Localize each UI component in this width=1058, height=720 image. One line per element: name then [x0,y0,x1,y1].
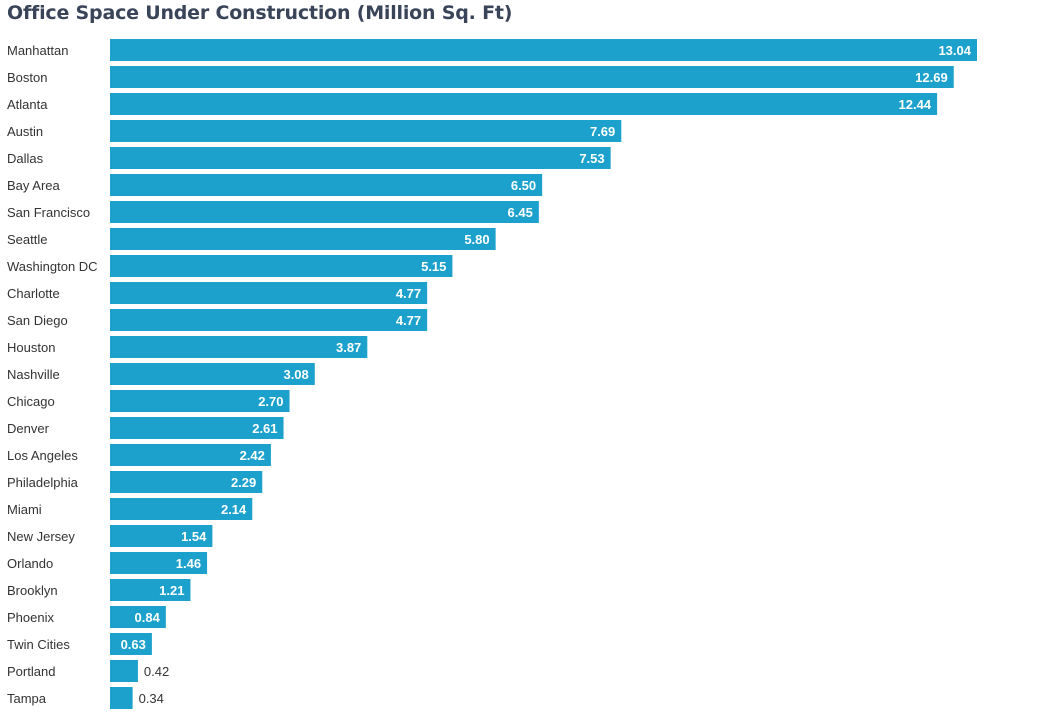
bar [110,390,290,412]
data-label: 6.45 [508,205,533,220]
bar [110,687,133,709]
bar [110,606,166,628]
category-label: Nashville [7,367,60,382]
data-label: 12.69 [915,70,948,85]
data-label: 3.08 [283,367,308,382]
data-label: 2.70 [258,394,283,409]
data-label: 3.87 [336,340,361,355]
category-label: Chicago [7,394,55,409]
bar [110,66,954,88]
category-label: Washington DC [7,259,98,274]
data-label: 0.63 [121,637,146,652]
bar [110,228,496,250]
bar [110,255,453,277]
category-label: Brooklyn [7,583,58,598]
category-label: New Jersey [7,529,75,544]
data-label: 5.15 [421,259,446,274]
bar [110,579,191,601]
data-label: 6.50 [511,178,536,193]
category-label: Manhattan [7,43,68,58]
bar [110,660,138,682]
bar [110,120,622,142]
data-label: 13.04 [938,43,971,58]
category-label: Tampa [7,691,47,706]
category-label: Phoenix [7,610,54,625]
category-label: Orlando [7,556,53,571]
data-label: 12.44 [899,97,932,112]
data-label: 0.34 [139,691,164,706]
category-label: Portland [7,664,55,679]
bar [110,525,213,547]
bar [110,363,315,385]
data-label: 1.46 [176,556,201,571]
data-label: 4.77 [396,313,421,328]
data-label: 5.80 [464,232,489,247]
bar [110,471,263,493]
category-label: Los Angeles [7,448,78,463]
bar [110,633,152,655]
category-label: Seattle [7,232,47,247]
data-label: 2.61 [252,421,277,436]
data-label: 2.14 [221,502,247,517]
bar [110,147,611,169]
bar [110,93,938,115]
bar [110,282,428,304]
category-label: Austin [7,124,43,139]
bar [110,336,368,358]
bar [110,552,208,574]
data-label: 4.77 [396,286,421,301]
data-label: 2.42 [240,448,265,463]
category-label: Miami [7,502,42,517]
category-label: Atlanta [7,97,48,112]
category-label: Bay Area [7,178,61,193]
data-label: 7.53 [579,151,604,166]
category-label: San Diego [7,313,68,328]
data-label: 0.42 [144,664,169,679]
data-label: 7.69 [590,124,615,139]
bar [110,201,539,223]
bar [110,39,977,61]
category-label: Boston [7,70,47,85]
data-label: 1.54 [181,529,207,544]
category-label: Charlotte [7,286,60,301]
chart-title: Office Space Under Construction (Million… [7,2,513,24]
bar [110,498,253,520]
bar [110,174,543,196]
category-label: Dallas [7,151,44,166]
category-label: San Francisco [7,205,90,220]
category-label: Philadelphia [7,475,79,490]
bar [110,417,284,439]
category-label: Houston [7,340,55,355]
data-label: 2.29 [231,475,256,490]
data-label: 1.21 [159,583,184,598]
category-label: Denver [7,421,50,436]
data-label: 0.84 [135,610,161,625]
bar [110,309,428,331]
bar [110,444,271,466]
category-label: Twin Cities [7,637,70,652]
